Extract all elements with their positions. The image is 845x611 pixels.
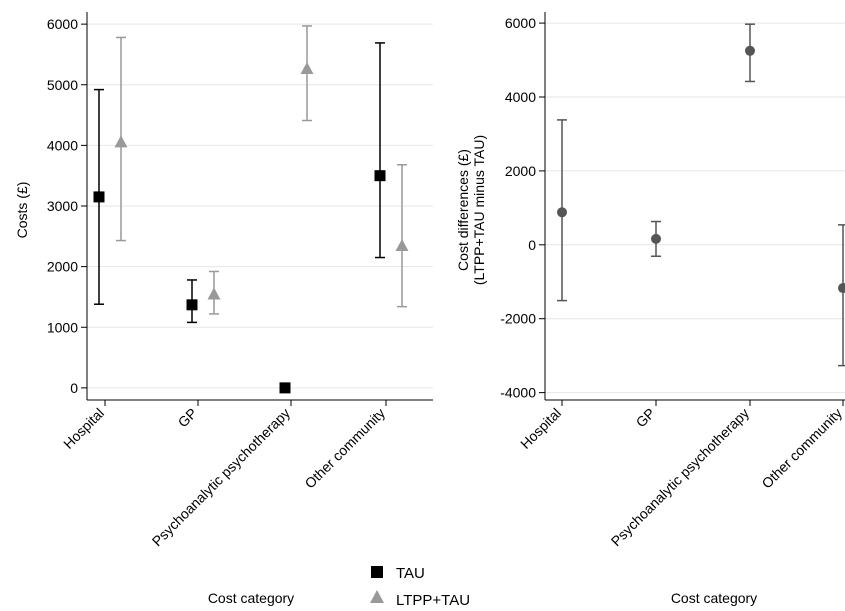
data-point-difference-hospital [557,207,567,218]
x-tick-label-psychoanalytic-psychotherapy: Psychoanalytic psychotherapy [608,405,752,549]
data-point-ltpp-tau-psychoanalytic-psychotherapy [300,61,314,74]
y-tick-label: 0 [70,380,78,396]
data-point-tau-gp [186,299,198,311]
legend-label-ltpp-tau: LTPP+TAU [396,592,470,609]
data-point-tau-hospital [93,191,105,203]
right-y-axis-subtitle: (LTPP+TAU minus TAU) [471,135,487,285]
data-point-difference-other-community [838,283,845,294]
legend: TAU LTPP+TAU [370,565,470,609]
y-tick-label: 6000 [47,16,78,32]
x-tick-label-other-community: Other community [758,405,845,492]
x-tick-label-psychoanalytic-psychotherapy: Psychoanalytic psychotherapy [149,405,293,549]
y-tick-label: 4000 [47,137,78,153]
costs-by-category-chart: 0 1000 2000 3000 4000 5000 6000 Hospital GPPsych… [47,12,433,549]
x-tick-label-gp: GP [174,405,200,431]
x-tick-label-hospital: Hospital [60,405,107,452]
y-tick-label: 0 [528,237,536,253]
data-point-difference-psychoanalytic-psychotherapy [745,45,755,56]
right-y-axis-title: Cost differences (£) [455,149,471,271]
y-tick-label: 6000 [505,15,536,31]
y-tick-label: 1000 [47,319,78,335]
y-tick-label: -2000 [500,311,536,327]
y-tick-label: 5000 [47,77,78,93]
x-tick-label-gp: GP [632,405,658,431]
data-point-ltpp-tau-other-community [395,239,409,252]
right-x-axis-title: Cost category [671,590,757,606]
legend-label-tau: TAU [396,565,425,582]
legend-marker-tau [371,566,383,578]
x-tick-label-other-community: Other community [301,405,388,492]
y-tick-label: -4000 [500,385,536,401]
left-y-axis-title: Costs (£) [14,182,30,239]
left-x-axis-title: Cost category [208,590,294,606]
y-tick-label: 3000 [47,198,78,214]
data-point-ltpp-tau-hospital [114,135,128,148]
x-tick-label-hospital: Hospital [517,405,564,452]
data-point-difference-gp [651,233,661,244]
legend-marker-ltpp-tau [370,590,384,603]
cost-differences-chart: -4000 -2000 0 2000 4000 6000 Hospital GPPsychoa… [500,12,845,549]
y-tick-label: 2000 [47,259,78,275]
y-tick-label: 2000 [505,163,536,179]
data-point-tau-other-community [374,170,386,182]
data-point-ltpp-tau-gp [207,287,221,300]
data-point-tau-psychoanalytic-psychotherapy [279,382,291,394]
y-tick-label: 4000 [505,89,536,105]
